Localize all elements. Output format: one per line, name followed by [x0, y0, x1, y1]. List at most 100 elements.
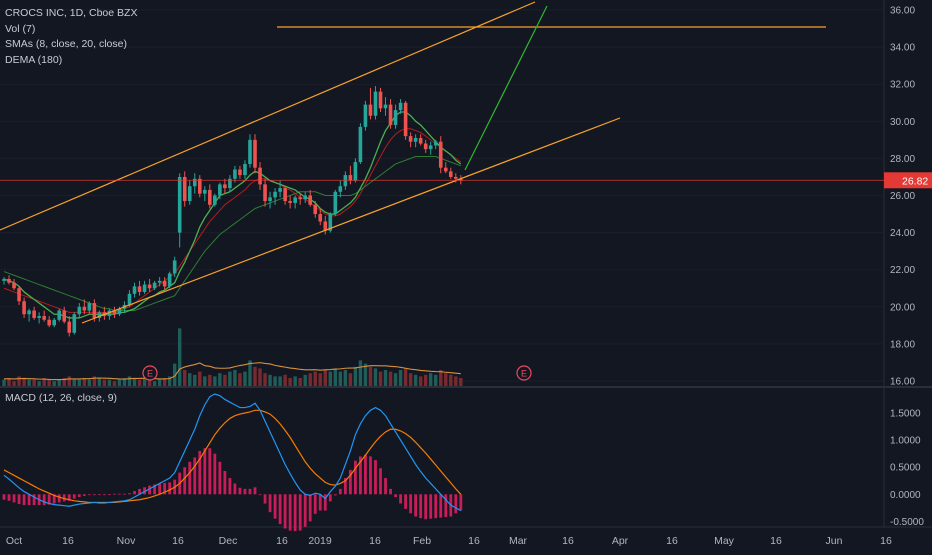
- candle-body: [162, 280, 167, 287]
- volume-bar: [388, 371, 393, 386]
- candle-body: [303, 195, 307, 200]
- volume-bar: [434, 374, 438, 386]
- volume-bar: [167, 376, 172, 386]
- macd-histogram-bar: [27, 494, 31, 506]
- macd-histogram-bar: [233, 483, 237, 495]
- candle-body: [32, 310, 36, 318]
- candle-body: [388, 104, 393, 126]
- candle-body: [67, 321, 72, 333]
- macd-histogram-bar: [238, 487, 242, 495]
- volume-bar: [444, 373, 448, 386]
- macd-histogram-bar: [57, 494, 61, 503]
- macd-histogram-bar: [328, 494, 332, 502]
- macd-histogram-bar: [444, 494, 448, 518]
- candle-body: [403, 102, 408, 137]
- macd-histogram-bar: [92, 494, 96, 496]
- volume-ma-line: [4, 362, 461, 381]
- sma-legend[interactable]: SMAs (8, close, 20, close): [5, 38, 127, 50]
- volume-bar: [142, 378, 147, 386]
- channel-upper-line: [0, 1, 536, 231]
- macd-histogram-bar: [82, 494, 86, 496]
- volume-bar: [408, 373, 413, 386]
- volume-bar: [12, 381, 16, 386]
- price-tick-label: 34.00: [890, 43, 915, 54]
- time-tick-label: Nov: [117, 535, 136, 547]
- volume-bar: [82, 378, 87, 386]
- macd-histogram-bar: [17, 494, 21, 505]
- macd-histogram-bar: [399, 494, 402, 504]
- volume-bar: [203, 376, 207, 386]
- candle-body: [42, 316, 46, 320]
- price-tick-label: 20.00: [890, 302, 915, 313]
- candle-body: [87, 303, 92, 311]
- candle-body: [167, 273, 172, 287]
- time-tick-label: Dec: [219, 535, 238, 547]
- volume-bar: [7, 378, 11, 386]
- candle-body: [443, 167, 448, 172]
- candle-body: [137, 286, 142, 292]
- macd-histogram-bar: [429, 494, 433, 519]
- macd-histogram-bar: [263, 494, 267, 504]
- price-tick-label: 26.00: [890, 191, 915, 202]
- candle-body: [243, 163, 247, 176]
- volume-bar: [162, 378, 167, 386]
- symbol-title[interactable]: CROCS INC, 1D, Cboe BZX: [5, 7, 138, 19]
- macd-histogram-bar: [7, 494, 11, 501]
- volume-bar: [298, 378, 302, 386]
- volume-bar: [363, 363, 368, 386]
- candle-body: [353, 162, 358, 181]
- macd-histogram-bar: [123, 493, 126, 495]
- volume-legend[interactable]: Vol (7): [5, 22, 36, 35]
- macd-histogram-bar: [434, 494, 438, 519]
- candle-body: [398, 102, 403, 111]
- volume-bar: [97, 378, 102, 386]
- time-tick-label: 16: [276, 535, 288, 547]
- time-tick-label: 16: [62, 535, 74, 547]
- macd-histogram-bar: [354, 460, 357, 495]
- volume-bar: [358, 360, 363, 386]
- dema-legend[interactable]: DEMA (180): [5, 53, 63, 66]
- volume-bar: [57, 379, 61, 386]
- macd-histogram-bar: [208, 448, 212, 495]
- macd-histogram-bar: [379, 468, 382, 495]
- macd-legend[interactable]: MACD (12, 26, close, 9): [5, 392, 118, 404]
- macd-histogram-bar: [113, 493, 116, 495]
- candle-body: [208, 189, 212, 205]
- volume-bar: [102, 379, 107, 386]
- volume-bar: [343, 370, 348, 386]
- candle-body: [278, 188, 282, 192]
- macd-histogram-bar: [138, 488, 141, 495]
- candle-body: [92, 303, 97, 318]
- macd-histogram-bar: [298, 494, 302, 531]
- volume-bar: [368, 366, 373, 386]
- volume-bar: [22, 378, 26, 386]
- candle-body: [218, 184, 222, 196]
- macd-histogram-bar: [97, 494, 101, 496]
- volume-bar: [253, 366, 257, 386]
- candle-body: [288, 201, 292, 203]
- macd-histogram-bar: [52, 494, 56, 504]
- macd-histogram-bar: [419, 494, 423, 519]
- volume-bar: [117, 379, 122, 386]
- candle-body: [268, 197, 272, 202]
- macd-histogram-bar: [193, 457, 197, 495]
- macd-histogram-bar: [404, 494, 407, 509]
- volume-bar: [37, 381, 41, 386]
- channel-lower-line: [81, 117, 621, 324]
- time-tick-label: 16: [666, 535, 678, 547]
- macd-tick-label: 0.0000: [890, 490, 921, 501]
- volume-bar: [2, 379, 6, 386]
- time-tick-label: Jun: [826, 535, 843, 547]
- macd-histogram-bar: [243, 488, 247, 495]
- macd-histogram-bar: [459, 494, 463, 511]
- volume-bar: [87, 379, 92, 386]
- time-tick-label: Mar: [509, 535, 528, 547]
- candle-body: [328, 214, 333, 231]
- macd-histogram-bar: [268, 494, 272, 513]
- sma-fast-line: [3, 111, 462, 319]
- macd-histogram-bar: [333, 494, 337, 496]
- macd-histogram-bar: [77, 494, 81, 498]
- macd-histogram-bar: [133, 491, 136, 495]
- volume-bar: [208, 374, 212, 386]
